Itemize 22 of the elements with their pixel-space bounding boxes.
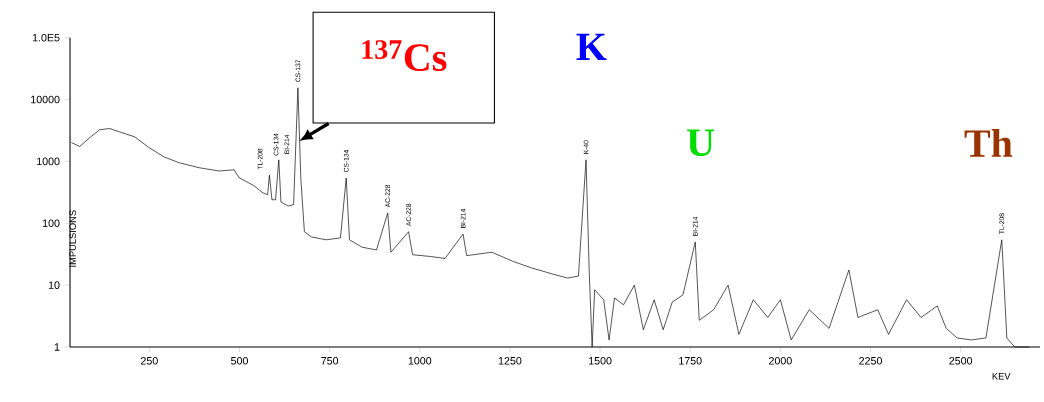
annotation: U [687, 129, 715, 157]
y-tick-label: 1000 [37, 157, 60, 166]
x-tick-label: 1250 [498, 357, 522, 365]
y-axis-title: IMPULSIONS [69, 210, 76, 267]
x-axis-title: KEV [992, 373, 1011, 380]
x-tick-label: 2500 [949, 357, 973, 365]
x-tick-label: 1000 [408, 357, 432, 365]
x-tick-label: 1500 [589, 357, 612, 365]
x-tick-label: 750 [321, 357, 339, 365]
y-tick-label: 10000 [31, 95, 60, 104]
y-tick-label: 1 [54, 343, 60, 351]
y-tick-label: 100 [42, 219, 60, 228]
x-tick-label: 2250 [859, 357, 882, 365]
annotation: $^{137}$Cs [362, 40, 447, 72]
x-tick-label: 250 [140, 357, 158, 365]
x-tick-label: 1750 [679, 357, 702, 365]
x-tick-label: 500 [231, 357, 248, 365]
y-tick-label: 1.0E5 [32, 33, 60, 42]
x-tick-label: 2000 [769, 357, 792, 365]
annotation: Th [964, 128, 1013, 157]
annotation: K [576, 33, 607, 61]
y-tick-label: 10 [48, 281, 60, 289]
